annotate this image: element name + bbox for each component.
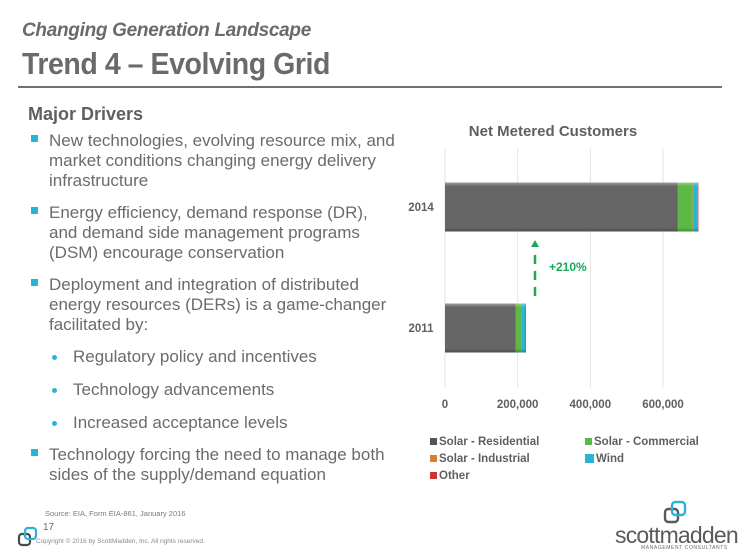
legend-label: Solar - Residential [439,436,540,448]
legend-swatch [585,454,594,463]
bar-bevel [693,182,698,232]
title-divider [18,86,722,88]
legend-label: Solar - Industrial [439,453,530,465]
driver-bullet: Energy efficiency, demand response (DR),… [28,203,398,263]
driver-bullet: New technologies, evolving resource mix,… [28,131,398,191]
slide-title: Trend 4 – Evolving Grid [22,46,330,81]
legend-item-solar-industrial: Solar - Industrial [430,453,530,465]
legend-swatch [585,438,592,445]
section-subtitle: Changing Generation Landscape [22,20,312,41]
growth-annotation: +210% [549,260,587,274]
dot-bullet-icon [52,355,57,360]
sub-bullet-text: Technology advancements [73,380,275,399]
bar-bevel [697,182,699,232]
sub-bullet: Increased acceptance levels [49,413,398,433]
legend-item-solar-commercial: Solar - Commercial [585,436,699,448]
x-tick-label: 200,000 [497,399,539,411]
bar-bevel [515,303,522,353]
sub-bullet-text: Regulatory policy and incentives [73,347,317,366]
brand-name: scottmadden [615,522,739,548]
x-tick-label: 400,000 [570,399,612,411]
y-category-label: 2014 [408,202,434,214]
sub-bullet: Regulatory policy and incentives [49,347,398,367]
square-bullet-icon [31,449,38,456]
drivers-list: New technologies, evolving resource mix,… [28,131,398,485]
square-bullet-icon [31,207,38,214]
bar-bevel [525,303,526,353]
legend-swatch [430,438,437,445]
brand-tagline: MANAGEMENT CONSULTANTS [641,545,728,551]
source-note: Source: EIA, Form EIA-861, January 2016 [45,509,186,518]
driver-text: Technology forcing the need to manage bo… [49,445,385,484]
arrow-up-icon [531,240,539,247]
driver-text: Energy efficiency, demand response (DR),… [49,203,368,262]
driver-bullet: Technology forcing the need to manage bo… [28,445,398,485]
scottmadden-mini-logo-icon [17,526,38,547]
bar-bevel [445,303,516,353]
bar-bevel [692,182,694,232]
sub-bullet-text: Increased acceptance levels [73,413,288,432]
major-drivers: Major Drivers New technologies, evolving… [28,104,398,497]
legend-item-other: Other [430,470,470,482]
square-bullet-icon [31,135,38,142]
sub-bullet: Technology advancements [49,380,398,400]
chart-title: Net Metered Customers [469,123,637,140]
scottmadden-logo-icon [663,500,687,524]
dot-bullet-icon [52,421,57,426]
x-tick-label: 0 [442,399,448,411]
copyright: Copyright © 2016 by ScottMadden, Inc. Al… [36,538,205,545]
dot-bullet-icon [52,388,57,393]
legend-label: Wind [596,453,624,465]
driver-bullet: Deployment and integration of distribute… [28,275,398,433]
legend-item-wind: Wind [585,453,624,465]
legend-swatch [430,472,437,479]
bar-bevel [677,182,693,232]
drivers-heading: Major Drivers [28,104,144,124]
driver-text: Deployment and integration of distribute… [49,275,387,334]
y-category-label: 2011 [409,323,435,335]
driver-text: New technologies, evolving resource mix,… [49,131,395,190]
driver-sublist: Regulatory policy and incentives Technol… [49,347,398,433]
bar-bevel [521,303,526,353]
legend-swatch [430,455,437,462]
legend-item-solar-residential: Solar - Residential [430,436,539,448]
page-number: 17 [43,522,55,533]
x-tick-label: 600,000 [642,399,684,411]
legend-label: Other [439,470,470,482]
bar-bevel [445,182,678,232]
square-bullet-icon [31,279,38,286]
net-metered-chart: Net Metered Customers 2011 2014 0 200,000 4… [408,123,699,411]
scottmadden-logo: scottmadden MANAGEMENT CONSULTANTS [615,500,740,551]
legend-label: Solar - Commercial [594,436,699,448]
